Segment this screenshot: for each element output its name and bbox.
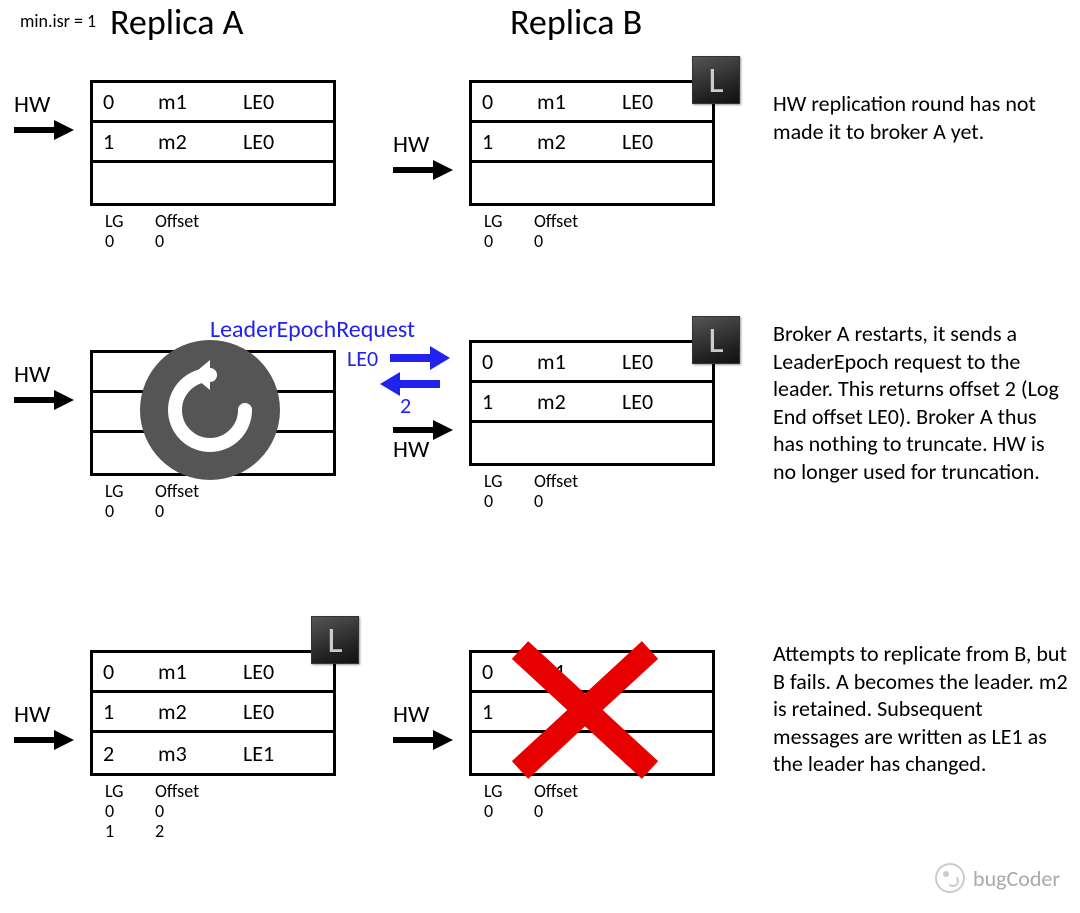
a-sub-3-h: LGOffset	[105, 780, 215, 802]
cell: 2	[93, 740, 158, 767]
replica-b-table-2: 0m1LE0 1m2LE0	[469, 340, 715, 466]
cell: LE0	[622, 128, 682, 155]
leader-badge-2: L	[692, 316, 740, 364]
hw-label-a3: HW	[14, 700, 50, 729]
cell: LE0	[622, 388, 682, 415]
hw-label-b1: HW	[393, 130, 429, 159]
cell: m1	[158, 658, 243, 685]
b-sub-3-r0: 00	[484, 800, 594, 822]
cell: m2	[537, 128, 622, 155]
cell: LE0	[622, 348, 682, 375]
hw-label-a1: HW	[14, 90, 50, 119]
b-sub-3-h: LGOffset	[484, 780, 594, 802]
cell: 0	[472, 348, 537, 375]
leader-badge-3: L	[311, 616, 359, 664]
cell: LE0	[243, 88, 303, 115]
cell: m2	[537, 388, 622, 415]
cell: LE0	[243, 128, 303, 155]
hw-arrow-a1	[14, 120, 76, 140]
le-resp-2: 2	[400, 392, 411, 419]
leader-badge-1: L	[692, 56, 740, 104]
hw-arrow-a3	[14, 730, 76, 750]
replica-a-table-3: 0m1LE0 1m2LE0 2m3LE1	[90, 650, 336, 776]
b-sub-2-r0: 00	[484, 490, 594, 512]
cell: 0	[93, 658, 158, 685]
le-req-arrow	[390, 348, 452, 368]
b-sub-1-r0: 00	[484, 230, 594, 252]
cell: 0	[93, 88, 158, 115]
title-replica-a: Replica A	[110, 0, 243, 44]
cell: LE0	[243, 658, 303, 685]
a-sub-3-r0: 00	[105, 800, 215, 822]
watermark-icon	[935, 863, 965, 893]
cell: m2	[158, 698, 243, 725]
hw-arrow-b1	[393, 160, 455, 180]
cell: m1	[537, 348, 622, 375]
b-sub-1-h: LGOffset	[484, 210, 594, 232]
desc-3: Attempts to replicate from B, but B fail…	[773, 640, 1068, 778]
cell: m1	[158, 88, 243, 115]
a-sub-1-r0: 00	[105, 230, 215, 252]
leader-epoch-request-label: LeaderEpochRequest	[210, 315, 415, 344]
cell: m2	[158, 128, 243, 155]
a-sub-1-h: LGOffset	[105, 210, 215, 232]
watermark: bugCoder	[935, 863, 1060, 893]
cell: m3	[158, 740, 243, 767]
cell: LE1	[243, 740, 303, 767]
cell: 1	[93, 698, 158, 725]
replica-a-table-1: 0m1LE0 1m2LE0	[90, 80, 336, 206]
le-req-le0: LE0	[347, 345, 378, 372]
cell: LE0	[243, 698, 303, 725]
cell: 0	[472, 88, 537, 115]
desc-2: Broker A restarts, it sends a LeaderEpoc…	[773, 320, 1068, 485]
hw-arrow-a2	[14, 390, 76, 410]
a-sub-2-h: LGOffset	[105, 480, 215, 502]
replica-b-table-1: 0m1LE0 1m2LE0	[469, 80, 715, 206]
hw-arrow-b2	[393, 420, 455, 440]
a-sub-3-r1: 12	[105, 820, 215, 842]
desc-1: HW replication round has not made it to …	[773, 90, 1068, 145]
watermark-text: bugCoder	[973, 865, 1060, 892]
hw-label-b3: HW	[393, 700, 429, 729]
cell: 1	[93, 128, 158, 155]
title-replica-b: Replica B	[510, 0, 642, 44]
failure-x-icon	[510, 640, 660, 780]
min-isr-label: min.isr = 1	[20, 10, 96, 32]
le-resp-arrow	[378, 374, 440, 394]
cell: m1	[537, 88, 622, 115]
reload-icon	[140, 340, 280, 480]
hw-arrow-b3	[393, 730, 455, 750]
hw-label-a2: HW	[14, 360, 50, 389]
cell: 1	[472, 388, 537, 415]
cell: LE0	[622, 88, 682, 115]
cell: 1	[472, 128, 537, 155]
b-sub-2-h: LGOffset	[484, 470, 594, 492]
a-sub-2-r0: 00	[105, 500, 215, 522]
